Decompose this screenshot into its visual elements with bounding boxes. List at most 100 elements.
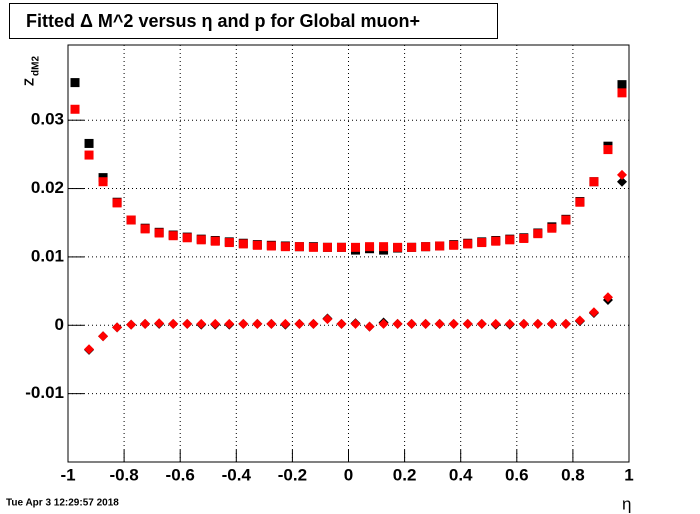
x-tick-label: -0.8 [109,465,138,484]
square-marker [617,80,627,90]
diamond-marker [546,318,557,329]
diamond-marker [616,176,627,187]
square-marker [351,242,361,252]
diamond-marker [364,321,375,332]
diamond-marker [602,292,613,303]
y-tick-label: 0.03 [31,110,64,129]
square-marker [365,242,375,252]
diamond-marker [560,318,571,329]
square-marker [224,238,234,248]
square-marker [70,78,80,88]
square-marker [140,224,150,234]
diamond-marker [98,331,109,342]
square-marker [126,215,136,225]
x-tick-label: 0.4 [449,465,473,484]
square-marker [98,177,108,187]
diamond-marker [252,318,263,329]
square-marker [308,242,318,252]
diamond-marker [518,318,529,329]
square-marker [561,215,571,225]
diamond-marker [434,318,445,329]
diamond-marker [616,169,627,180]
diamond-marker [378,318,389,329]
square-marker [463,239,473,249]
diamond-marker [196,318,207,329]
square-marker [322,242,332,252]
square-marker [294,242,304,252]
square-marker [477,238,487,248]
square-marker [84,150,94,160]
square-marker [575,197,585,207]
square-marker [196,235,206,245]
diamond-marker [490,318,501,329]
diamond-marker [126,319,137,330]
x-tick-label: -0.4 [222,465,252,484]
diamond-marker [504,318,515,329]
x-tick-label: 0 [344,465,353,484]
diamond-marker [476,318,487,329]
diamond-marker [280,318,291,329]
square-marker [449,240,459,250]
square-marker [238,239,248,249]
square-marker [617,88,627,98]
plot-frame [67,44,630,463]
diamond-marker [462,318,473,329]
diamond-marker [154,318,165,329]
square-marker [533,229,543,239]
square-marker [379,242,389,252]
square-marker [280,242,290,252]
square-marker [154,228,164,238]
x-tick-label: 0.8 [561,465,585,484]
diamond-marker [406,318,417,329]
diamond-marker [168,318,179,329]
diamond-marker [266,318,277,329]
square-marker [491,236,501,246]
diamond-marker [238,318,249,329]
diamond-marker [336,318,347,329]
square-marker [505,235,515,245]
diamond-marker [308,318,319,329]
y-tick-label: 0.02 [31,178,64,197]
diamond-marker [588,307,599,318]
x-tick-label: -1 [60,465,75,484]
square-marker [547,223,557,233]
square-marker [210,236,220,246]
square-marker [182,233,192,243]
diamond-marker [532,318,543,329]
y-tick-label: -0.01 [25,383,64,402]
square-marker [421,242,431,252]
diamond-marker [420,318,431,329]
x-tick-label: 0.6 [505,465,529,484]
chart-title: Fitted Δ M^2 versus η and p for Global m… [26,11,420,31]
square-marker [112,198,122,208]
square-marker [407,242,417,252]
diamond-marker [392,318,403,329]
y-tick-label: 0.01 [31,246,64,265]
square-marker [168,231,178,241]
x-tick-label: -0.6 [166,465,195,484]
diamond-marker [112,322,123,333]
diamond-marker [182,318,193,329]
title-box [9,3,498,39]
diamond-marker [84,344,95,355]
diamond-marker [294,318,305,329]
diamond-marker [350,318,361,329]
y-axis-label: Z [21,78,36,86]
diamond-marker [448,318,459,329]
diamond-marker [210,318,221,329]
diamond-marker [140,318,151,329]
x-tick-label: 0.2 [393,465,417,484]
square-marker [435,241,445,251]
square-marker [603,145,613,155]
footer: Tue Apr 3 12:29:57 2018 [6,498,119,509]
square-marker [519,233,529,243]
square-marker [589,177,599,187]
diamond-marker [224,318,235,329]
square-marker [393,242,403,252]
diamond-marker [574,315,585,326]
x-tick-label: -0.2 [278,465,307,484]
y-axis-label-sub: dM2 [31,56,42,76]
y-tick-label: 0 [55,315,64,334]
square-marker [336,242,346,252]
